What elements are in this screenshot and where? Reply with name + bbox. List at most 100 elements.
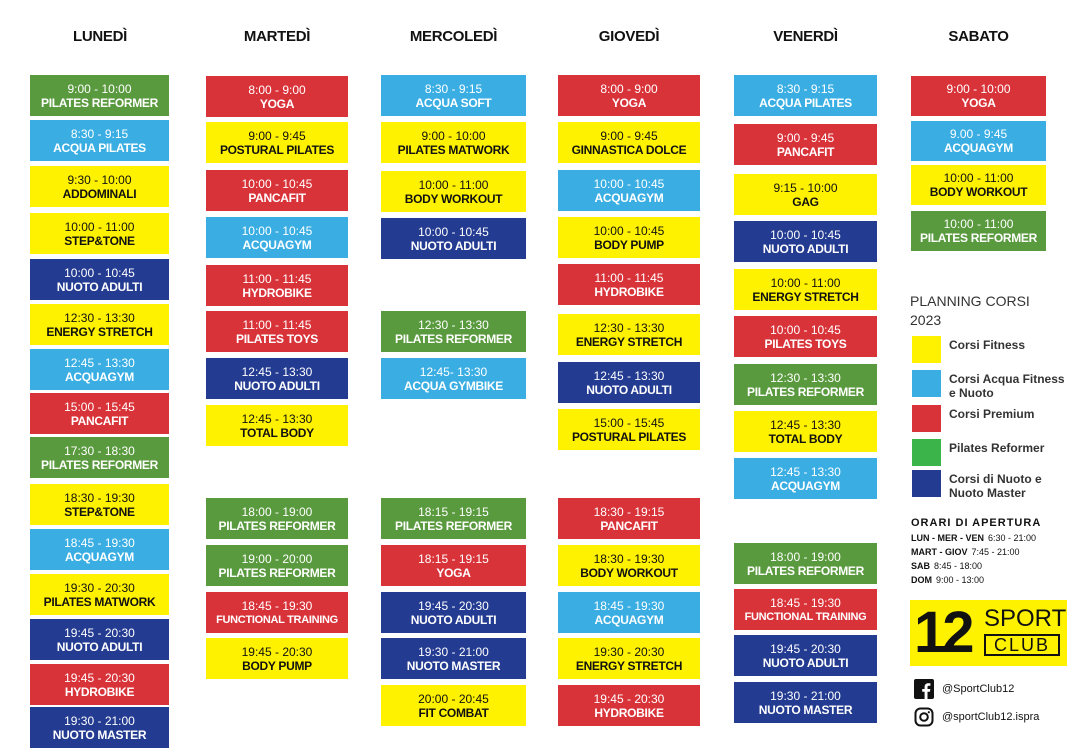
opening-hours-days: SAB — [911, 561, 931, 571]
class-time: 12:45 - 13:30 — [770, 417, 841, 432]
instagram-icon — [914, 707, 934, 727]
class-name: TOTAL BODY — [768, 431, 843, 446]
class-name: ENERGY STRETCH — [46, 324, 153, 339]
class-name: TOTAL BODY — [240, 425, 314, 440]
class-block: 9:15 - 10:00 GAG — [734, 174, 877, 215]
class-time: 12:30 - 13:30 — [418, 317, 489, 332]
opening-hours-time: 6:30 - 21:00 — [988, 533, 1037, 543]
legend-title-line2: 2023 — [910, 312, 942, 328]
class-time: 10:00 - 10:45 — [241, 223, 313, 238]
class-block: 12:30 - 13:30 PILATES REFORMER — [734, 364, 877, 405]
class-time: 9:00 - 9:45 — [776, 130, 835, 145]
class-block: 10:00 - 10:45 NUOTO ADULTI — [30, 259, 169, 300]
class-time: 11:00 - 11:45 — [242, 271, 312, 286]
class-name: NUOTO MASTER — [52, 727, 147, 742]
class-time: 18:45 - 19:30 — [593, 598, 665, 613]
legend-item: Corsi Acqua Fitness e Nuoto — [912, 370, 1074, 400]
class-block: 9:00 - 9:45 PANCAFIT — [734, 124, 877, 165]
class-name: BODY PUMP — [242, 658, 312, 673]
class-block: 9:30 - 10:00 ADDOMINALI — [30, 166, 169, 207]
class-name: GAG — [792, 194, 819, 209]
class-name: NUOTO ADULTI — [762, 241, 849, 256]
class-name: ENERGY STRETCH — [575, 334, 683, 349]
class-block: 19:45 - 20:30 HYDROBIKE — [558, 685, 700, 726]
class-time: 9:00 - 10:00 — [67, 81, 132, 96]
opening-hours-time: 7:45 - 21:00 — [971, 547, 1020, 557]
class-block: 18:45 - 19:30 ACQUAGYM — [558, 592, 700, 633]
class-name: PILATES TOYS — [764, 336, 847, 351]
day-header-giovedi: GIOVEDÌ — [598, 28, 660, 45]
class-time: 19:45 - 20:30 — [418, 598, 489, 613]
class-block: 11:00 - 11:45 HYDROBIKE — [558, 264, 700, 305]
class-time: 10:00 - 10:45 — [418, 224, 489, 239]
class-name: POSTURAL PILATES — [219, 142, 335, 157]
class-time: 19:45 - 20:30 — [593, 691, 665, 706]
class-time: 19:45 - 20:30 — [64, 670, 135, 685]
class-time: 19:45 - 20:30 — [64, 625, 135, 640]
class-block: 19:30 - 20:30 ENERGY STRETCH — [558, 638, 700, 679]
class-block: 19:45 - 20:30 NUOTO ADULTI — [30, 619, 169, 660]
class-time: 8:30 - 9:15 — [424, 81, 483, 96]
class-name: PILATES REFORMER — [395, 331, 512, 346]
class-time: 9:30 - 10:00 — [67, 172, 132, 187]
class-name: ACQUA GYMBIKE — [404, 378, 503, 393]
class-block: 19:30 - 20:30 PILATES MATWORK — [30, 574, 169, 615]
legend-item: Corsi di Nuoto e Nuoto Master — [912, 470, 1074, 500]
class-block: 12:45 - 13:30 TOTAL BODY — [206, 405, 348, 446]
legend-item: Corsi Fitness — [912, 336, 1074, 363]
facebook-handle: @SportClub12 — [942, 683, 1015, 695]
class-name: ADDOMINALI — [62, 186, 137, 201]
logo-word-club: CLUB — [984, 634, 1060, 656]
facebook-icon — [914, 679, 934, 699]
class-name: NUOTO ADULTI — [762, 655, 849, 670]
class-time: 20:00 - 20:45 — [418, 691, 489, 706]
class-name: PANCAFIT — [248, 190, 306, 205]
class-name: PILATES REFORMER — [920, 231, 1037, 245]
class-name: FUNCTIONAL TRAINING — [216, 613, 338, 626]
instagram-link[interactable]: @sportClub12.ispra — [914, 707, 1039, 727]
class-block: 12:45 - 13:30 NUOTO ADULTI — [206, 358, 348, 399]
legend-item: Pilates Reformer — [912, 439, 1074, 466]
opening-hours-days: LUN - MER - VEN — [911, 533, 984, 543]
legend-item: Corsi Premium — [912, 405, 1074, 432]
class-name: ACQUAGYM — [594, 612, 664, 627]
legend-swatch — [912, 470, 941, 497]
class-time: 10:00 - 11:00 — [418, 177, 489, 192]
day-header-sabato: SABATO — [948, 28, 1009, 45]
class-block: 10:00 - 11:00 BODY WORKOUT — [381, 171, 526, 212]
class-name: ENERGY STRETCH — [575, 658, 683, 673]
class-block: 10:00 - 10:45 ACQUAGYM — [206, 217, 348, 258]
facebook-link[interactable]: @SportClub12 — [914, 679, 1014, 699]
class-time: 19:00 - 20:00 — [241, 551, 313, 566]
class-time: 19:30 - 20:30 — [64, 580, 135, 595]
class-block: 12:30 - 13:30 ENERGY STRETCH — [30, 304, 169, 345]
class-name: FUNCTIONAL TRAINING — [744, 610, 867, 623]
class-block: 9:00 - 10:00 YOGA — [911, 76, 1046, 116]
class-block: 10:00 - 10:45 PANCAFIT — [206, 170, 348, 211]
class-block: 8:00 - 9:00 YOGA — [206, 76, 348, 117]
class-time: 12:45 - 13:30 — [64, 355, 135, 370]
class-block: 10:00 - 11:00 BODY WORKOUT — [911, 165, 1046, 205]
class-time: 15:00 - 15:45 — [64, 399, 135, 414]
class-time: 12:45 - 13:30 — [593, 368, 665, 383]
class-name: PILATES REFORMER — [41, 457, 158, 472]
class-time: 19:30 - 20:30 — [593, 644, 665, 659]
class-time: 18:00 - 19:00 — [241, 504, 313, 519]
opening-hours-line: LUN - MER - VEN 6:30 - 21:00 — [911, 533, 1036, 543]
class-time: 12:30 - 13:30 — [64, 310, 135, 325]
class-time: 19:30 - 21:00 — [418, 644, 489, 659]
class-block: 18:30 - 19:30 STEP&TONE — [30, 484, 169, 525]
class-time: 18:30 - 19:15 — [593, 504, 665, 519]
class-name: ACQUAGYM — [65, 549, 134, 564]
class-block: 12:45 - 13:30 TOTAL BODY — [734, 411, 877, 452]
class-time: 12:45 - 13:30 — [770, 464, 841, 479]
class-name: HYDROBIKE — [64, 684, 135, 699]
sport-club-logo: 12 SPORT CLUB — [910, 600, 1067, 666]
class-block: 12:30 - 13:30 PILATES REFORMER — [381, 311, 526, 352]
class-time: 18:00 - 19:00 — [770, 549, 841, 564]
class-time: 10:00 - 11:00 — [770, 275, 841, 290]
class-name: STEP&TONE — [64, 233, 135, 248]
opening-hours-line: DOM 9:00 - 13:00 — [911, 575, 984, 585]
class-time: 18:30 - 19:30 — [593, 551, 665, 566]
class-name: ACQUAGYM — [771, 478, 840, 493]
